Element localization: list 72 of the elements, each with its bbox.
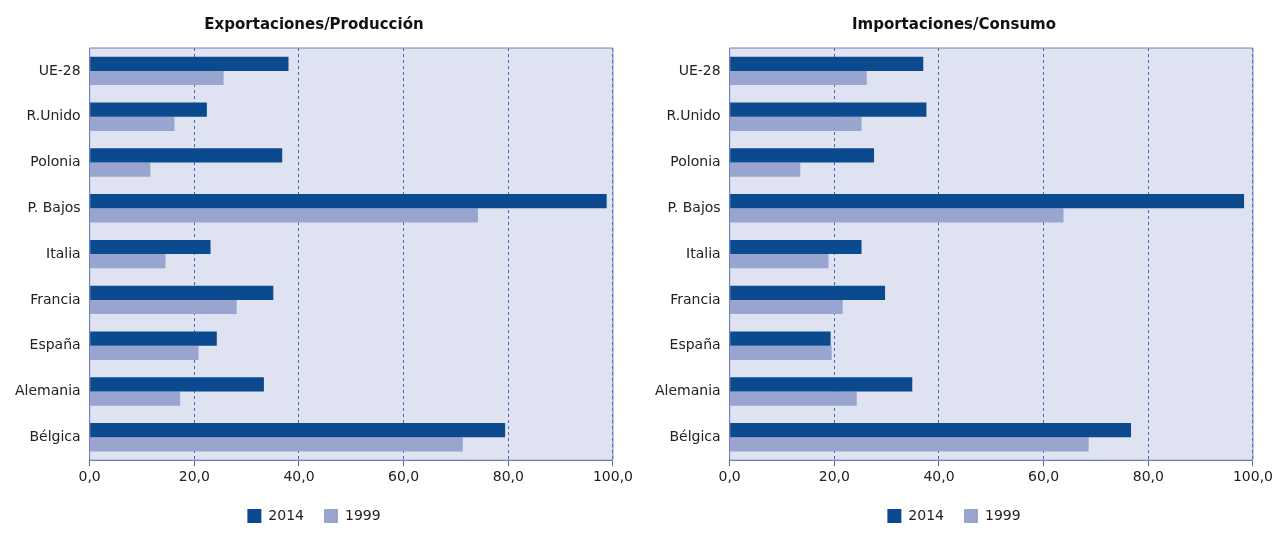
- bar: [730, 56, 924, 71]
- y-tick-label: Bélgica: [29, 427, 81, 444]
- chart-title: Importaciones/Consumo: [851, 14, 1057, 33]
- y-tick-label: España: [669, 336, 721, 353]
- bar: [730, 345, 832, 360]
- bar: [90, 377, 264, 392]
- x-tick-label: 60,0: [1028, 468, 1060, 485]
- bar: [90, 423, 506, 438]
- bar: [730, 391, 857, 406]
- bar: [730, 299, 843, 315]
- y-tick-label: Francia: [670, 290, 721, 307]
- bar: [730, 162, 801, 177]
- y-tick-label: Francia: [30, 290, 81, 307]
- bar: [90, 299, 237, 315]
- bar: [730, 285, 886, 300]
- bar: [90, 254, 166, 269]
- x-tick-label: 100,0: [1232, 468, 1274, 485]
- y-tick-label: P. Bajos: [27, 198, 81, 215]
- x-tick-label: 0,0: [78, 468, 101, 485]
- y-tick-label: España: [29, 336, 81, 353]
- bar: [730, 254, 829, 269]
- bar: [730, 423, 1132, 438]
- chart-title: Exportaciones/Producción: [204, 14, 424, 33]
- bar: [90, 437, 463, 452]
- y-tick-label: R.Unido: [26, 107, 81, 124]
- bar: [90, 285, 274, 300]
- bar: [730, 102, 927, 117]
- y-tick-label: Polonia: [670, 153, 721, 170]
- bar: [90, 331, 217, 346]
- y-tick-label: Alemania: [15, 382, 81, 399]
- bar: [730, 331, 831, 346]
- y-tick-label: Italia: [46, 244, 81, 261]
- x-tick-label: 0,0: [718, 468, 741, 485]
- bar: [730, 116, 862, 131]
- bar: [730, 208, 1064, 223]
- x-tick-label: 20,0: [818, 468, 850, 485]
- y-tick-label: Polonia: [30, 153, 81, 170]
- bar: [730, 437, 1089, 452]
- bar: [90, 148, 283, 163]
- y-tick-label: UE-28: [678, 61, 721, 78]
- x-tick-label: 60,0: [388, 468, 420, 485]
- bar: [90, 194, 607, 209]
- bar: [90, 162, 151, 177]
- bar: [90, 56, 289, 71]
- x-tick-label: 100,0: [592, 468, 634, 485]
- x-tick-label: 40,0: [923, 468, 955, 485]
- legend-label: 2014: [908, 506, 945, 523]
- legend-label: 1999: [345, 506, 381, 523]
- y-tick-label: Bélgica: [669, 427, 721, 444]
- bar: [90, 208, 478, 223]
- legend-label: 1999: [985, 506, 1021, 523]
- x-tick-label: 80,0: [492, 468, 524, 485]
- legend-label: 2014: [268, 506, 305, 523]
- bar: [90, 116, 175, 131]
- y-tick-label: UE-28: [38, 61, 81, 78]
- bar: [90, 345, 199, 360]
- y-tick-label: P. Bajos: [667, 198, 721, 215]
- y-tick-label: Italia: [686, 244, 721, 261]
- x-tick-label: 80,0: [1132, 468, 1164, 485]
- x-tick-label: 40,0: [283, 468, 315, 485]
- bar: [730, 70, 867, 86]
- bar: [730, 239, 862, 255]
- bar: [90, 70, 224, 86]
- bar: [90, 239, 211, 255]
- y-tick-label: R.Unido: [666, 107, 721, 124]
- bar: [730, 148, 875, 163]
- bar: [90, 102, 207, 117]
- y-tick-label: Alemania: [655, 382, 721, 399]
- bar: [730, 377, 913, 392]
- bar: [730, 194, 1245, 209]
- bar: [90, 391, 181, 406]
- x-tick-label: 20,0: [178, 468, 210, 485]
